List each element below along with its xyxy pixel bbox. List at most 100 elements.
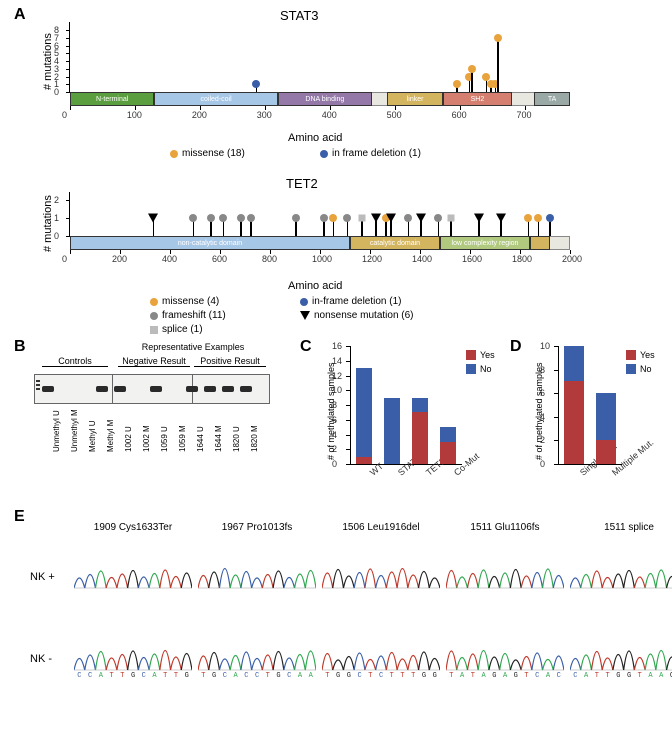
domain-N-terminal: N-terminal [70,92,154,106]
gel-band [240,386,252,392]
stat3-ylabel: # mutations [42,33,54,90]
domain-linker: linker [387,92,443,106]
gel-band [114,386,126,392]
panel-b-gel: ControlsRepresentative ExamplesNegative … [30,342,280,482]
legend-item: Yes [626,350,655,360]
chromatogram [570,622,672,672]
mutation-marker [148,214,158,223]
domain-region [530,236,550,250]
domain-catalytic domain: catalytic domain [350,236,440,250]
chromatogram [322,622,440,672]
gel-lane-label: Unmethyl M [70,409,79,452]
gel-lane-label: Methyl M [106,420,115,452]
legend-item: frameshift (11) [150,310,226,321]
tet2-legend: missense (4)in-frame deletion (1)framesh… [150,296,570,326]
mutation-marker [546,214,554,222]
gel-band [42,386,54,392]
domain-DNA binding: DNA binding [278,92,372,106]
chromatogram [74,540,192,590]
tet2-plot: 012non-catalytic domaincatalytic domainl… [70,192,570,262]
gel-lane-label: 1059 U [160,426,169,452]
gel-lane-label: Unmethyl U [52,410,61,452]
chromatogram-title: 1967 Pro1013fs [198,522,316,533]
gel-lane-label: 1002 U [124,426,133,452]
gel-lane-label: 1644 U [196,426,205,452]
legend-item: missense (18) [170,148,245,159]
stat3-legend: missense (18)in frame deletion (1) [170,148,550,162]
row-label: NK + [30,571,55,583]
gel-lane-label: Methyl U [88,420,97,452]
tet2-ylabel: # mutations [42,195,54,252]
mutation-marker [386,214,396,223]
bar-segment [384,398,401,464]
sequence-letters: CCATTGCATTG [74,672,192,680]
bar-segment [596,440,615,464]
chromatogram [198,540,316,590]
domain-TA: TA [534,92,570,106]
gel-lane-label: 1644 M [214,425,223,452]
bar-segment [564,346,583,381]
panel-c-label: C [300,338,312,356]
mutation-marker [524,214,532,222]
chromatogram [198,622,316,672]
mutation-marker [207,214,215,222]
legend-item: in-frame deletion (1) [300,296,401,307]
y-axis-label: # of methylated samples [326,362,336,460]
sequence-letters: CATTGGTAAGT [570,672,672,680]
mutation-marker [468,65,476,73]
tet2-title: TET2 [286,176,318,191]
gel-header: Negative Result [118,356,190,367]
bar-segment [440,442,457,464]
sequence-letters: TGCACCTGCAA [198,672,316,680]
domain-non-catalytic domain: non-catalytic domain [70,236,350,250]
mutation-marker [404,214,412,222]
panel-c-chart: 0246810121416# of methylated samplesWTST… [322,346,502,496]
panel-e-label: E [14,508,25,526]
gel-header: Representative Examples [118,342,268,352]
gel-lane-label: 1820 M [250,425,259,452]
gel-band [96,386,108,392]
mutation-marker [482,73,490,81]
mutation-marker [358,215,365,222]
bar-segment [440,427,457,442]
mutation-marker [494,34,502,42]
row-label: NK - [30,653,52,665]
chromatogram [570,540,672,590]
gel-lane-label: 1820 U [232,426,241,452]
domain-coiled-coil: coiled-coil [154,92,277,106]
gel-lane-label: 1059 M [178,425,187,452]
chromatogram-title: 1909 Cys1633Ter [74,522,192,533]
gel-band [222,386,234,392]
stat3-xlabel: Amino acid [288,132,342,144]
chromatogram-title: 1511 splice [570,522,672,533]
bar-segment [596,393,615,440]
sequence-letters: TATAGAGTCAC [446,672,564,680]
mutation-marker [447,215,454,222]
mutation-marker [416,214,426,223]
mutation-marker [534,214,542,222]
mutation-marker [453,80,461,88]
mutation-marker [252,80,260,88]
mutation-marker [219,214,227,222]
sequence-letters: TGGCTCTTTGG [322,672,440,680]
mutation-marker [292,214,300,222]
mutation-marker [237,214,245,222]
domain-low complexity region: low complexity region [440,236,530,250]
gel-header: Positive Result [194,356,266,367]
domain-SH2: SH2 [443,92,511,106]
panel-d-chart: 0246810# of methylated samplesSingle Mut… [530,346,660,496]
mutation-marker [247,214,255,222]
gel-band [150,386,162,392]
y-axis-label: # of methylated samples [534,362,544,460]
chromatogram-title: 1506 Leu1916del [322,522,440,533]
chromatogram [322,540,440,590]
stat3-title: STAT3 [280,8,319,23]
bar-segment [356,457,373,464]
mutation-marker [343,214,351,222]
chromatogram [446,540,564,590]
panel-e-chromatograms: NK + NK - 1909 Cys1633Ter CCATTGCATTG 1967 P… [30,510,660,740]
panel-a-label: A [14,6,26,24]
legend-item: No [626,364,652,374]
chromatogram [446,622,564,672]
stat3-plot: 012345678N-terminalcoiled-coilDNA bindin… [70,22,570,112]
